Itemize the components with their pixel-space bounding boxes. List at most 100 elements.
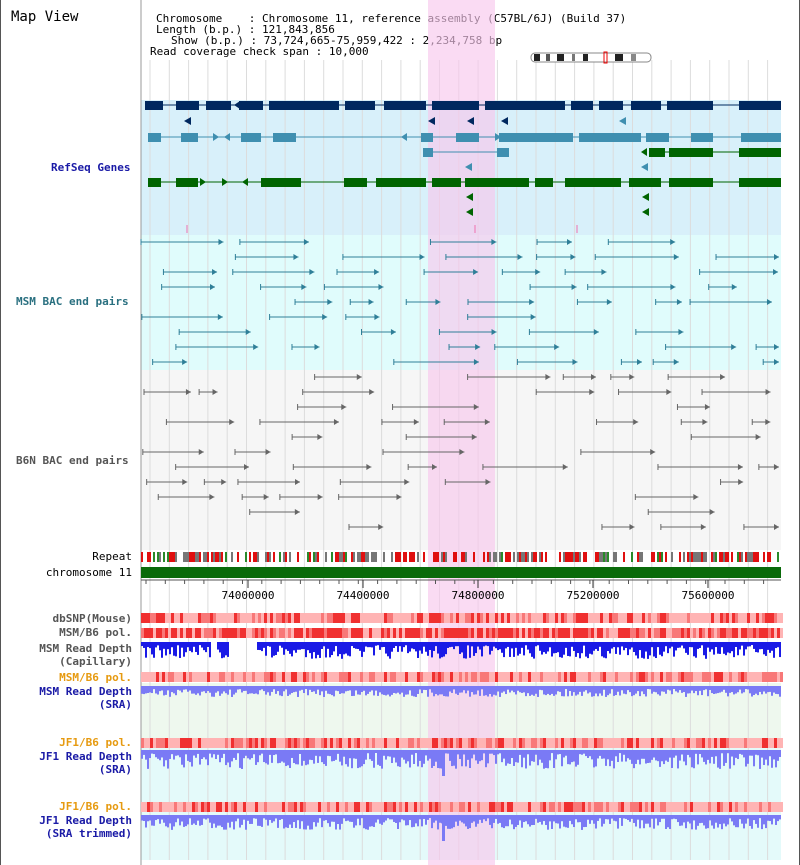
heat-cell <box>183 613 186 623</box>
heat-cell <box>345 628 348 638</box>
depth-bar <box>265 750 267 764</box>
heat-cell <box>777 613 780 623</box>
depth-bar <box>355 750 357 759</box>
repeat-mark <box>317 552 319 562</box>
heat-cell <box>348 628 351 638</box>
heat-cell <box>576 628 579 638</box>
depth-bar <box>575 750 577 767</box>
length-info: Length (b.p.) : 121,843,856 <box>156 23 335 36</box>
depth-bar <box>699 815 701 824</box>
coverage-info: Read coverage check span : 10,000 <box>150 45 369 58</box>
depth-bar <box>231 815 233 822</box>
heat-cell <box>222 672 225 682</box>
heat-cell <box>324 802 327 812</box>
repeat-mark <box>193 552 195 562</box>
heat-cell <box>489 672 492 682</box>
depth-bar <box>545 815 547 826</box>
depth-bar <box>609 686 611 694</box>
heat-cell <box>330 672 333 682</box>
heat-cell <box>405 738 408 748</box>
depth-bar <box>247 815 249 821</box>
heat-cell <box>240 628 243 638</box>
bac-end-arrow-icon <box>774 359 779 365</box>
depth-bar <box>657 642 659 648</box>
heat-cell <box>420 738 423 748</box>
depth-bar <box>295 686 297 692</box>
heat-cell <box>408 738 411 748</box>
heat-cell <box>309 628 312 638</box>
repeat-mark <box>567 552 569 562</box>
heat-cell <box>285 672 288 682</box>
repeat-mark <box>403 552 405 562</box>
heat-cell <box>465 738 468 748</box>
heat-cell <box>408 802 411 812</box>
depth-bar <box>677 815 679 823</box>
depth-bar <box>519 815 521 821</box>
heat-cell <box>687 802 690 812</box>
depth-bar <box>299 750 301 754</box>
heat-cell <box>384 628 387 638</box>
depth-bar <box>391 815 393 820</box>
gene-exon <box>739 178 781 187</box>
heat-cell <box>366 738 369 748</box>
depth-bar <box>153 815 155 826</box>
repeat-mark <box>189 552 191 562</box>
heat-cell <box>654 738 657 748</box>
bac-end-arrow-icon <box>212 269 218 275</box>
depth-bar <box>387 642 389 657</box>
depth-bar <box>691 686 693 691</box>
depth-bar <box>167 750 169 769</box>
depth-bar <box>323 815 325 821</box>
bac-end-arrow-icon <box>606 299 612 305</box>
depth-bar <box>643 642 645 659</box>
depth-bar <box>641 815 643 821</box>
heat-cell <box>198 802 201 812</box>
heat-cell <box>582 738 585 748</box>
heat-cell <box>522 628 525 638</box>
gene-exon <box>148 178 161 187</box>
heat-cell <box>312 802 315 812</box>
heat-cell <box>222 628 225 638</box>
heat-cell <box>210 802 213 812</box>
depth-bar <box>529 750 531 766</box>
heat-cell <box>684 802 687 812</box>
heat-cell <box>648 672 651 682</box>
heat-cell <box>300 738 303 748</box>
depth-bar <box>433 642 435 651</box>
depth-bar <box>665 642 667 647</box>
heat-cell <box>282 672 285 682</box>
depth-bar <box>255 815 257 819</box>
length-value: 121,843,856 <box>261 23 335 36</box>
heat-cell <box>441 672 444 682</box>
depth-bar <box>289 686 291 695</box>
depth-bar <box>671 815 673 820</box>
depth-bar <box>591 686 593 697</box>
depth-bar <box>765 815 767 829</box>
heat-cell <box>531 672 534 682</box>
heat-cell <box>642 802 645 812</box>
heat-cell <box>723 613 726 623</box>
depth-bar <box>537 815 539 823</box>
heat-cell <box>243 738 246 748</box>
depth-bar <box>603 750 605 759</box>
heat-cell <box>141 738 144 748</box>
strand-arrow-icon <box>224 133 230 141</box>
depth-bar <box>711 815 713 826</box>
repeat-mark <box>749 552 751 562</box>
heat-cell <box>747 738 750 748</box>
heat-cell <box>240 802 243 812</box>
depth-bar <box>743 642 745 656</box>
depth-bar <box>571 815 573 825</box>
heat-cell <box>165 672 168 682</box>
heat-cell <box>228 672 231 682</box>
repeat-mark <box>289 552 291 562</box>
heat-cell <box>432 802 435 812</box>
depth-bar <box>271 642 273 658</box>
heat-cell <box>294 613 297 623</box>
depth-bar <box>331 642 333 656</box>
heat-cell <box>222 613 225 623</box>
depth-bar <box>197 642 199 655</box>
strand-arrow-icon <box>501 117 508 125</box>
heat-cell <box>600 628 603 638</box>
